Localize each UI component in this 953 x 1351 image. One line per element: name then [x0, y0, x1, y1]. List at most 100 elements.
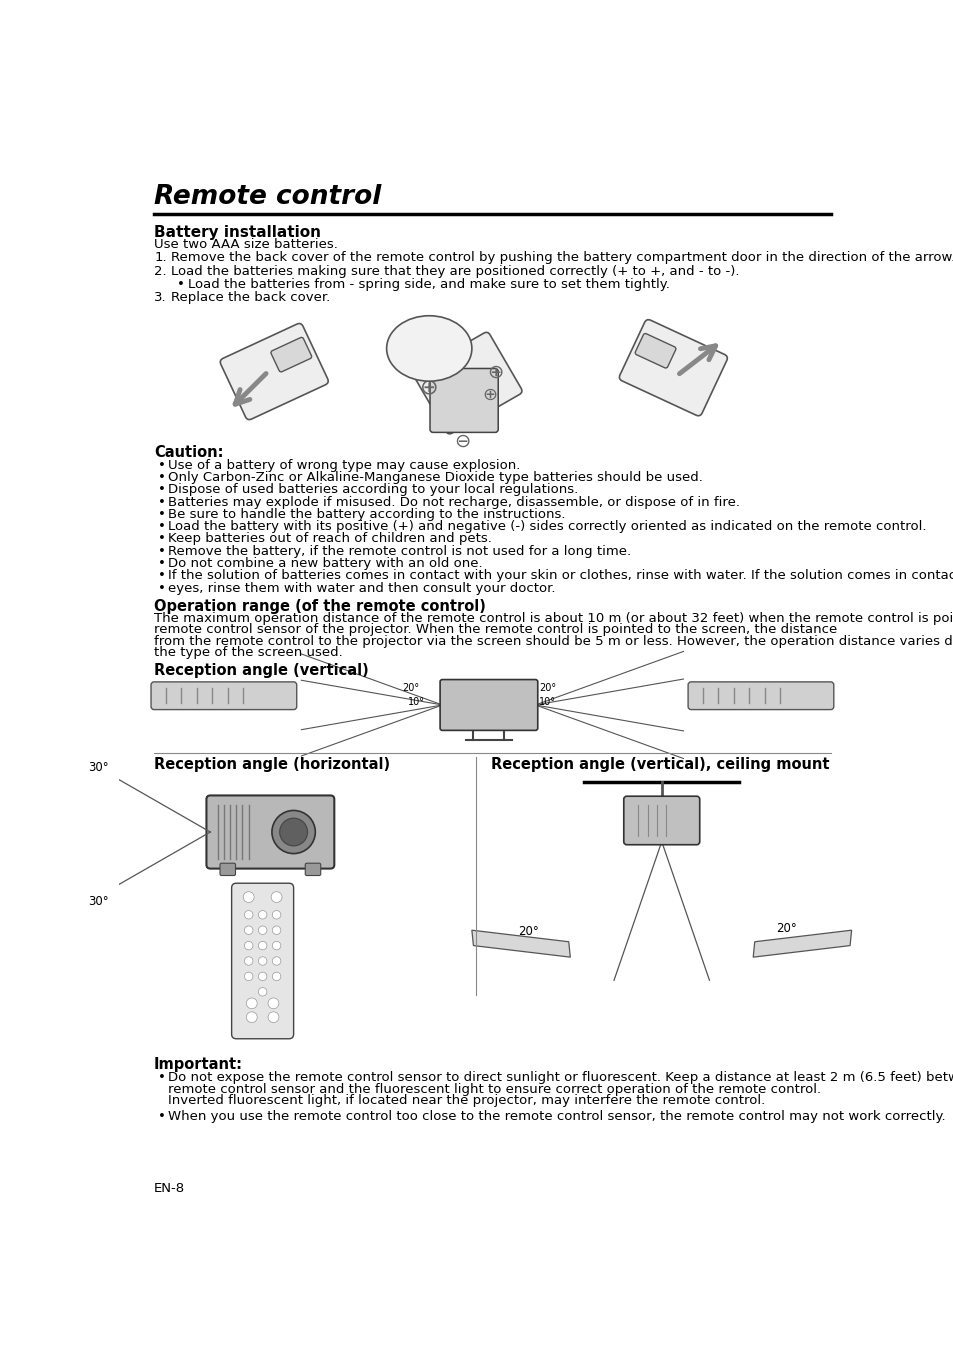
Text: Inverted fluorescent light, if located near the projector, may interfere the rem: Inverted fluorescent light, if located n…	[168, 1094, 764, 1108]
Text: Operation range (of the remote control): Operation range (of the remote control)	[154, 598, 485, 613]
Text: Battery installation: Battery installation	[154, 226, 321, 240]
Text: •: •	[158, 582, 166, 594]
Text: Be sure to handle the battery according to the instructions.: Be sure to handle the battery according …	[168, 508, 565, 521]
Circle shape	[272, 942, 280, 950]
Text: The maximum operation distance of the remote control is about 10 m (or about 32 : The maximum operation distance of the re…	[154, 612, 953, 624]
Text: 1.: 1.	[154, 251, 167, 265]
Text: •: •	[158, 520, 166, 534]
Text: 20°: 20°	[776, 923, 797, 935]
Text: •: •	[158, 508, 166, 521]
Text: •: •	[158, 1109, 166, 1123]
Text: Reception angle (vertical), ceiling mount: Reception angle (vertical), ceiling moun…	[491, 757, 829, 771]
Text: Do not combine a new battery with an old one.: Do not combine a new battery with an old…	[168, 557, 482, 570]
Text: When you use the remote control too close to the remote control sensor, the remo: When you use the remote control too clos…	[168, 1109, 944, 1123]
Text: remote control sensor and the fluorescent light to ensure correct operation of t: remote control sensor and the fluorescen…	[168, 1082, 821, 1096]
FancyBboxPatch shape	[623, 796, 699, 844]
Text: •: •	[158, 471, 166, 484]
Text: Use two AAA size batteries.: Use two AAA size batteries.	[154, 238, 337, 251]
Polygon shape	[472, 931, 570, 957]
Text: eyes, rinse them with water and then consult your doctor.: eyes, rinse them with water and then con…	[168, 582, 555, 594]
Circle shape	[258, 911, 267, 919]
Circle shape	[244, 925, 253, 935]
Ellipse shape	[386, 316, 472, 381]
Text: Caution:: Caution:	[154, 444, 223, 459]
Circle shape	[271, 892, 282, 902]
Circle shape	[244, 911, 253, 919]
FancyBboxPatch shape	[635, 334, 676, 367]
Text: •: •	[158, 544, 166, 558]
Text: •: •	[158, 484, 166, 496]
Polygon shape	[753, 931, 851, 957]
Text: ⊕: ⊕	[419, 378, 438, 397]
Text: Reception angle (vertical): Reception angle (vertical)	[154, 662, 369, 678]
Circle shape	[268, 998, 278, 1009]
FancyBboxPatch shape	[220, 863, 235, 875]
FancyBboxPatch shape	[430, 369, 497, 432]
FancyBboxPatch shape	[220, 323, 328, 420]
Text: Batteries may explode if misused. Do not recharge, disassemble, or dispose of in: Batteries may explode if misused. Do not…	[168, 496, 740, 508]
Circle shape	[258, 957, 267, 965]
FancyBboxPatch shape	[232, 884, 294, 1039]
Text: Dispose of used batteries according to your local regulations.: Dispose of used batteries according to y…	[168, 484, 578, 496]
FancyBboxPatch shape	[305, 863, 320, 875]
Text: EN-8: EN-8	[154, 1182, 185, 1196]
FancyBboxPatch shape	[439, 680, 537, 731]
Text: •: •	[158, 532, 166, 546]
Circle shape	[258, 988, 267, 996]
Text: ⊕: ⊕	[487, 362, 503, 381]
Circle shape	[272, 973, 280, 981]
Circle shape	[244, 973, 253, 981]
Text: 30°: 30°	[88, 762, 109, 774]
Text: •: •	[158, 458, 166, 471]
Text: Load the batteries making sure that they are positioned correctly (+ to +, and -: Load the batteries making sure that they…	[171, 265, 739, 278]
FancyBboxPatch shape	[271, 338, 312, 372]
Text: 20°: 20°	[402, 684, 418, 693]
Text: ⊖: ⊖	[419, 340, 436, 359]
Text: Only Carbon-Zinc or Alkaline-Manganese Dioxide type batteries should be used.: Only Carbon-Zinc or Alkaline-Manganese D…	[168, 471, 702, 484]
Circle shape	[258, 973, 267, 981]
Text: 10°: 10°	[538, 697, 556, 708]
Text: Reception angle (horizontal): Reception angle (horizontal)	[154, 757, 390, 771]
Circle shape	[268, 1012, 278, 1023]
Text: from the remote control to the projector via the screen should be 5 m or less. H: from the remote control to the projector…	[154, 635, 953, 648]
Text: ⊕: ⊕	[481, 385, 497, 404]
Text: 20°: 20°	[517, 925, 538, 938]
Text: Important:: Important:	[154, 1058, 243, 1073]
Text: remote control sensor of the projector. When the remote control is pointed to th: remote control sensor of the projector. …	[154, 623, 837, 636]
FancyBboxPatch shape	[206, 796, 334, 869]
Text: •: •	[158, 1071, 166, 1084]
Text: Remove the battery, if the remote control is not used for a long time.: Remove the battery, if the remote contro…	[168, 544, 631, 558]
Text: Replace the back cover.: Replace the back cover.	[171, 292, 330, 304]
Text: 30°: 30°	[88, 894, 109, 908]
FancyBboxPatch shape	[151, 682, 296, 709]
Text: Do not expose the remote control sensor to direct sunlight or fluorescent. Keep : Do not expose the remote control sensor …	[168, 1071, 953, 1084]
Text: If the solution of batteries comes in contact with your skin or clothes, rinse w: If the solution of batteries comes in co…	[168, 570, 953, 582]
Circle shape	[272, 925, 280, 935]
FancyBboxPatch shape	[618, 320, 726, 416]
Text: •: •	[158, 570, 166, 582]
Text: ⊖: ⊖	[454, 431, 470, 451]
Text: 3.: 3.	[154, 292, 167, 304]
Circle shape	[258, 925, 267, 935]
Text: Remove the back cover of the remote control by pushing the battery compartment d: Remove the back cover of the remote cont…	[171, 251, 953, 265]
Text: Use of a battery of wrong type may cause explosion.: Use of a battery of wrong type may cause…	[168, 458, 520, 471]
Circle shape	[279, 819, 307, 846]
Text: Load the battery with its positive (+) and negative (-) sides correctly oriented: Load the battery with its positive (+) a…	[168, 520, 925, 534]
Text: 20°: 20°	[538, 684, 556, 693]
FancyBboxPatch shape	[414, 332, 521, 434]
Circle shape	[246, 998, 257, 1009]
Text: •: •	[158, 557, 166, 570]
Circle shape	[272, 811, 315, 854]
Text: Remote control: Remote control	[154, 184, 381, 209]
Text: •: •	[177, 277, 185, 290]
FancyBboxPatch shape	[687, 682, 833, 709]
Circle shape	[258, 942, 267, 950]
Text: •: •	[158, 496, 166, 508]
Circle shape	[272, 911, 280, 919]
Circle shape	[244, 957, 253, 965]
Text: 10°: 10°	[408, 697, 425, 708]
Circle shape	[243, 892, 253, 902]
Text: 2.: 2.	[154, 265, 167, 278]
Text: Load the batteries from - spring side, and make sure to set them tightly.: Load the batteries from - spring side, a…	[188, 277, 669, 290]
Circle shape	[244, 942, 253, 950]
